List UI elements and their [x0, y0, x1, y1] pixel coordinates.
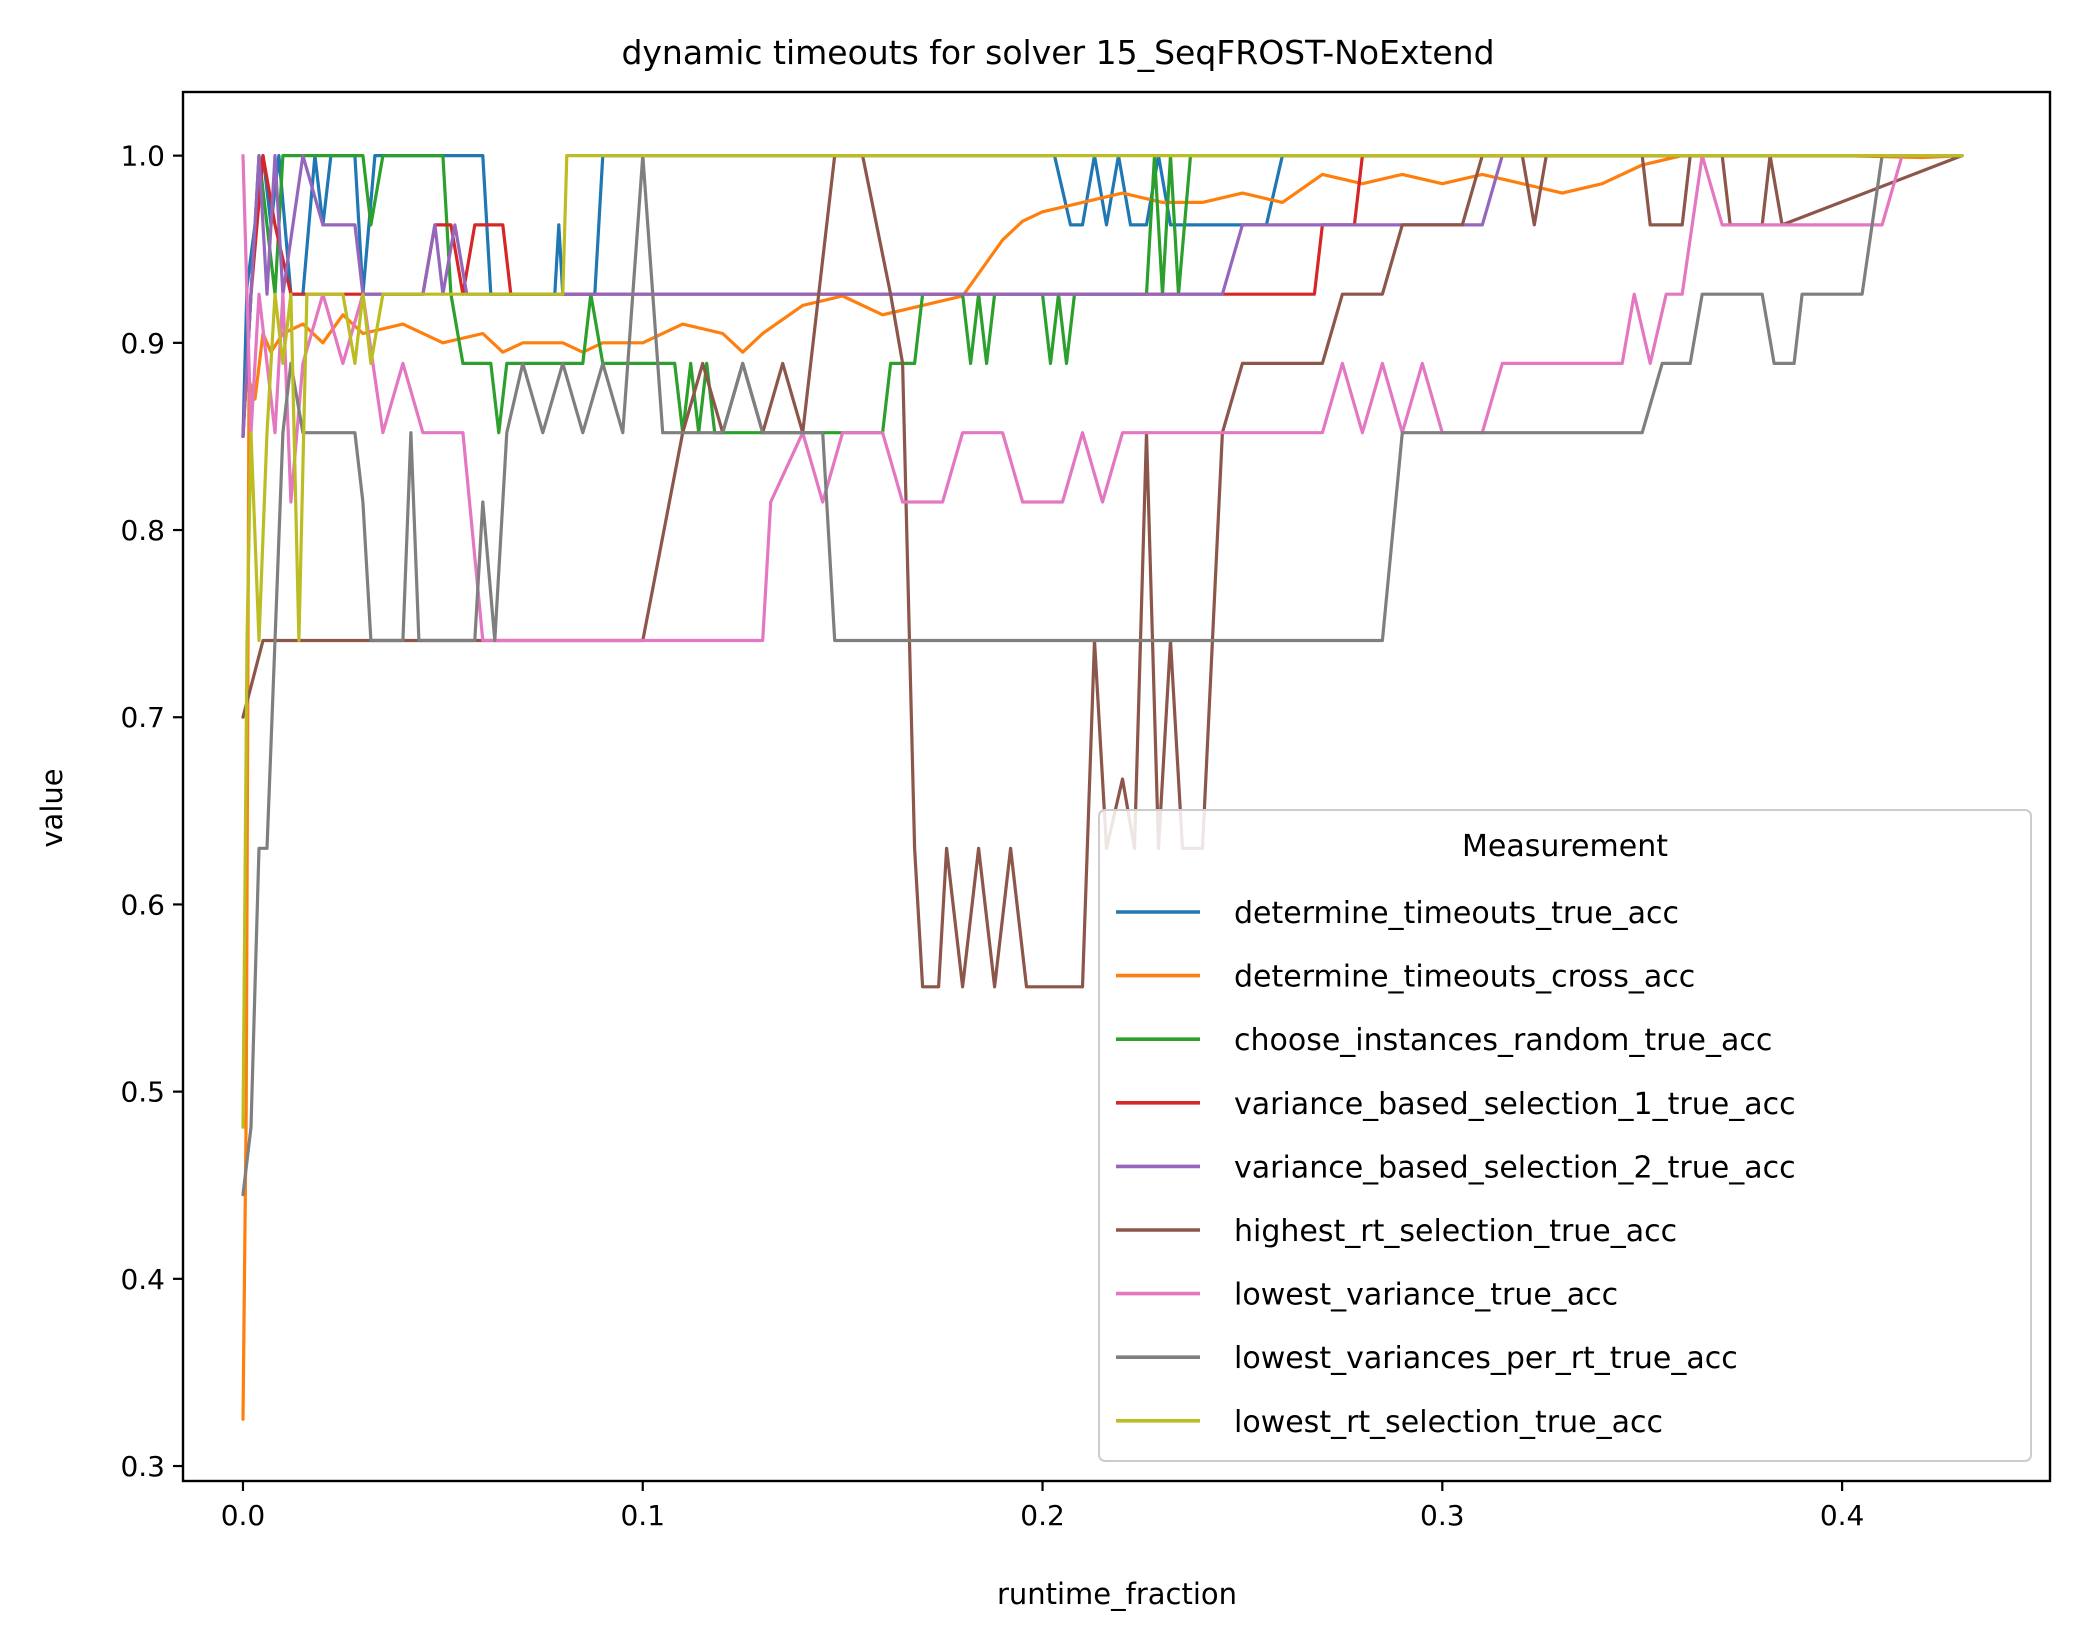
- y-tick-label: 1.0: [120, 140, 165, 173]
- series-line-choose_instances_random_true_acc: [241, 154, 1964, 438]
- legend-label: lowest_variance_true_acc: [1234, 1278, 1618, 1313]
- series-line-lowest_variances_per_rt_true_acc: [241, 154, 1964, 1197]
- y-axis-label: value: [35, 768, 69, 847]
- series-line-lowest_rt_selection_true_acc: [241, 154, 1964, 1129]
- legend-label: choose_instances_random_true_acc: [1234, 1023, 1772, 1058]
- x-tick-label: 0.3: [1420, 1499, 1465, 1532]
- y-tick-label: 0.6: [120, 888, 165, 921]
- legend-label: highest_rt_selection_true_acc: [1234, 1214, 1677, 1249]
- legend-label: lowest_variances_per_rt_true_acc: [1234, 1341, 1738, 1376]
- y-tick-label: 0.5: [120, 1076, 165, 1109]
- plot-frame: [181, 90, 2052, 1483]
- chart-title: dynamic timeouts for solver 15_SeqFROST-…: [621, 33, 1494, 72]
- x-tick-label: 0.2: [1020, 1499, 1065, 1532]
- legend-label: determine_timeouts_cross_acc: [1234, 960, 1695, 995]
- legend-label: variance_based_selection_2_true_acc: [1234, 1150, 1796, 1185]
- y-tick-label: 0.3: [120, 1450, 165, 1483]
- y-tick-label: 0.8: [120, 514, 165, 547]
- x-tick-label: 0.4: [1820, 1499, 1865, 1532]
- series-line-determine_timeouts_true_acc: [241, 154, 1964, 438]
- x-axis-ticks: 0.0 0.1 0.2 0.3 0.4: [221, 1481, 1865, 1532]
- y-tick-label: 0.7: [120, 701, 165, 734]
- legend-frame: [1098, 809, 2032, 1462]
- x-tick-label: 0.1: [620, 1499, 665, 1532]
- y-axis-ticks: 0.3 0.4 0.5 0.6 0.7 0.8 0.9 1.0: [120, 140, 183, 1483]
- legend: Measurement determine_timeouts_true_accd…: [1098, 809, 2032, 1462]
- legend-label: lowest_rt_selection_true_acc: [1234, 1405, 1663, 1440]
- legend-items: determine_timeouts_true_acc determine_tim…: [1116, 896, 1796, 1440]
- legend-title: Measurement: [1462, 829, 1668, 864]
- x-axis-label: runtime_fraction: [997, 1577, 1237, 1611]
- legend-label: variance_based_selection_1_true_acc: [1234, 1087, 1796, 1122]
- y-tick-label: 0.4: [120, 1263, 165, 1296]
- y-tick-label: 0.9: [120, 327, 165, 360]
- legend-label: determine_timeouts_true_acc: [1234, 896, 1679, 931]
- series-line-lowest_variance_true_acc: [241, 154, 1964, 643]
- x-tick-label: 0.0: [221, 1499, 266, 1532]
